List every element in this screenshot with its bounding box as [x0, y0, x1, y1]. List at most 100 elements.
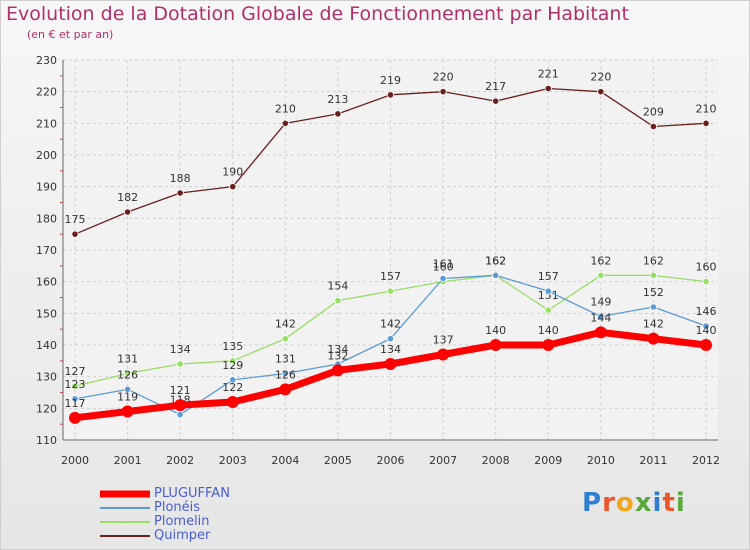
data-point-plomelin — [229, 357, 237, 365]
data-point-plomelin — [597, 271, 605, 279]
data-point-ploneis — [544, 287, 552, 295]
data-label-quimper: 217 — [485, 80, 506, 93]
data-label-ploneis: 142 — [380, 318, 401, 331]
data-point-quimper — [229, 183, 237, 191]
data-point-quimper — [544, 84, 552, 93]
legend-label-pluguffan: PLUGUFFAN — [154, 486, 230, 501]
data-point-plomelin — [702, 278, 710, 286]
data-label-plomelin: 162 — [590, 254, 611, 267]
data-label-ploneis: 129 — [222, 359, 243, 372]
data-point-plomelin — [71, 382, 79, 390]
data-label-pluguffan: 121 — [170, 384, 191, 397]
data-point-pluguffan — [69, 411, 81, 424]
data-label-ploneis: 157 — [538, 270, 559, 283]
data-point-plomelin — [649, 271, 658, 279]
data-label-pluguffan: 142 — [643, 318, 664, 331]
data-label-ploneis: 149 — [590, 296, 611, 309]
legend-swatch-ploneis — [100, 507, 150, 509]
data-label-plomelin: 157 — [380, 270, 401, 283]
data-label-quimper: 209 — [643, 106, 664, 119]
data-label-plomelin: 142 — [275, 318, 296, 331]
data-label-ploneis: 123 — [65, 378, 86, 391]
data-label-quimper: 182 — [117, 191, 138, 204]
y-tick-label: 110 — [36, 434, 57, 447]
x-tick-label: 2006 — [377, 454, 405, 467]
logo-letter: t — [662, 488, 676, 518]
data-point-quimper — [702, 119, 710, 127]
y-tick-label: 140 — [36, 339, 57, 352]
data-point-quimper — [492, 97, 500, 105]
data-point-ploneis — [123, 385, 132, 393]
data-point-quimper — [123, 208, 132, 216]
data-point-pluguffan — [594, 326, 607, 339]
data-point-quimper — [649, 122, 658, 131]
logo-letter: i — [652, 488, 663, 518]
x-tick-label: 2005 — [324, 454, 352, 467]
y-tick-label: 180 — [36, 212, 57, 225]
data-label-quimper: 213 — [327, 93, 348, 106]
x-tick-label: 2002 — [166, 454, 194, 467]
x-tick-label: 2012 — [692, 454, 720, 467]
data-point-quimper — [439, 88, 447, 96]
data-point-ploneis — [492, 271, 500, 279]
x-tick-label: 2000 — [61, 454, 89, 467]
x-tick-label: 2001 — [114, 454, 142, 467]
x-tick-label: 2009 — [534, 454, 562, 467]
data-label-pluguffan: 119 — [117, 391, 138, 404]
y-tick-label: 170 — [36, 244, 57, 257]
legend-label-quimper: Quimper — [154, 528, 211, 543]
data-point-quimper — [176, 189, 184, 197]
y-tick-label: 200 — [36, 149, 57, 162]
data-point-pluguffan — [226, 396, 239, 408]
data-label-quimper: 220 — [590, 71, 611, 84]
data-point-plomelin — [334, 297, 342, 305]
data-label-pluguffan: 140 — [538, 324, 559, 337]
data-point-pluguffan — [489, 339, 502, 351]
data-point-pluguffan — [121, 405, 134, 418]
data-point-ploneis — [597, 312, 605, 321]
data-label-ploneis: 162 — [485, 254, 506, 267]
data-label-plomelin: 154 — [327, 280, 348, 293]
data-point-ploneis — [71, 395, 79, 403]
x-tick-label: 2010 — [587, 454, 615, 467]
data-point-quimper — [386, 91, 395, 99]
data-point-ploneis — [176, 411, 184, 419]
data-point-plomelin — [176, 360, 184, 368]
data-label-pluguffan: 132 — [327, 349, 348, 362]
data-point-ploneis — [702, 322, 710, 330]
data-label-pluguffan: 122 — [222, 381, 243, 394]
data-point-quimper — [71, 230, 79, 238]
data-label-quimper: 219 — [380, 74, 401, 87]
x-tick-label: 2004 — [271, 454, 299, 467]
y-tick-label: 220 — [36, 86, 57, 99]
data-label-pluguffan: 137 — [433, 334, 454, 347]
y-tick-label: 160 — [36, 276, 57, 289]
data-point-quimper — [334, 110, 342, 118]
y-tick-label: 150 — [36, 307, 57, 320]
data-label-ploneis: 161 — [433, 258, 454, 271]
data-label-ploneis: 134 — [327, 343, 348, 356]
data-label-pluguffan: 117 — [65, 397, 86, 410]
data-point-pluguffan — [700, 339, 712, 351]
x-tick-label: 2003 — [219, 454, 247, 467]
data-point-pluguffan — [174, 399, 187, 412]
data-label-quimper: 175 — [65, 213, 86, 226]
legend-label-ploneis: Plonéis — [154, 500, 201, 515]
data-label-plomelin: 134 — [170, 343, 191, 356]
data-label-plomelin: 131 — [117, 353, 138, 366]
data-label-plomelin: 162 — [643, 254, 664, 267]
data-label-quimper: 210 — [275, 102, 296, 115]
data-label-pluguffan: 126 — [275, 368, 296, 381]
data-point-pluguffan — [647, 332, 660, 345]
data-label-pluguffan: 144 — [590, 311, 611, 324]
legend-swatch-quimper — [100, 535, 150, 537]
data-label-plomelin: 160 — [696, 261, 717, 274]
data-point-plomelin — [281, 335, 289, 343]
x-tick-label: 2011 — [639, 454, 667, 467]
logo-letter: r — [602, 488, 616, 518]
data-label-plomelin: 135 — [222, 340, 243, 353]
chart-subtitle: (en € et par an) — [27, 28, 114, 41]
logo-letter: i — [675, 488, 686, 518]
data-label-pluguffan: 134 — [380, 343, 401, 356]
